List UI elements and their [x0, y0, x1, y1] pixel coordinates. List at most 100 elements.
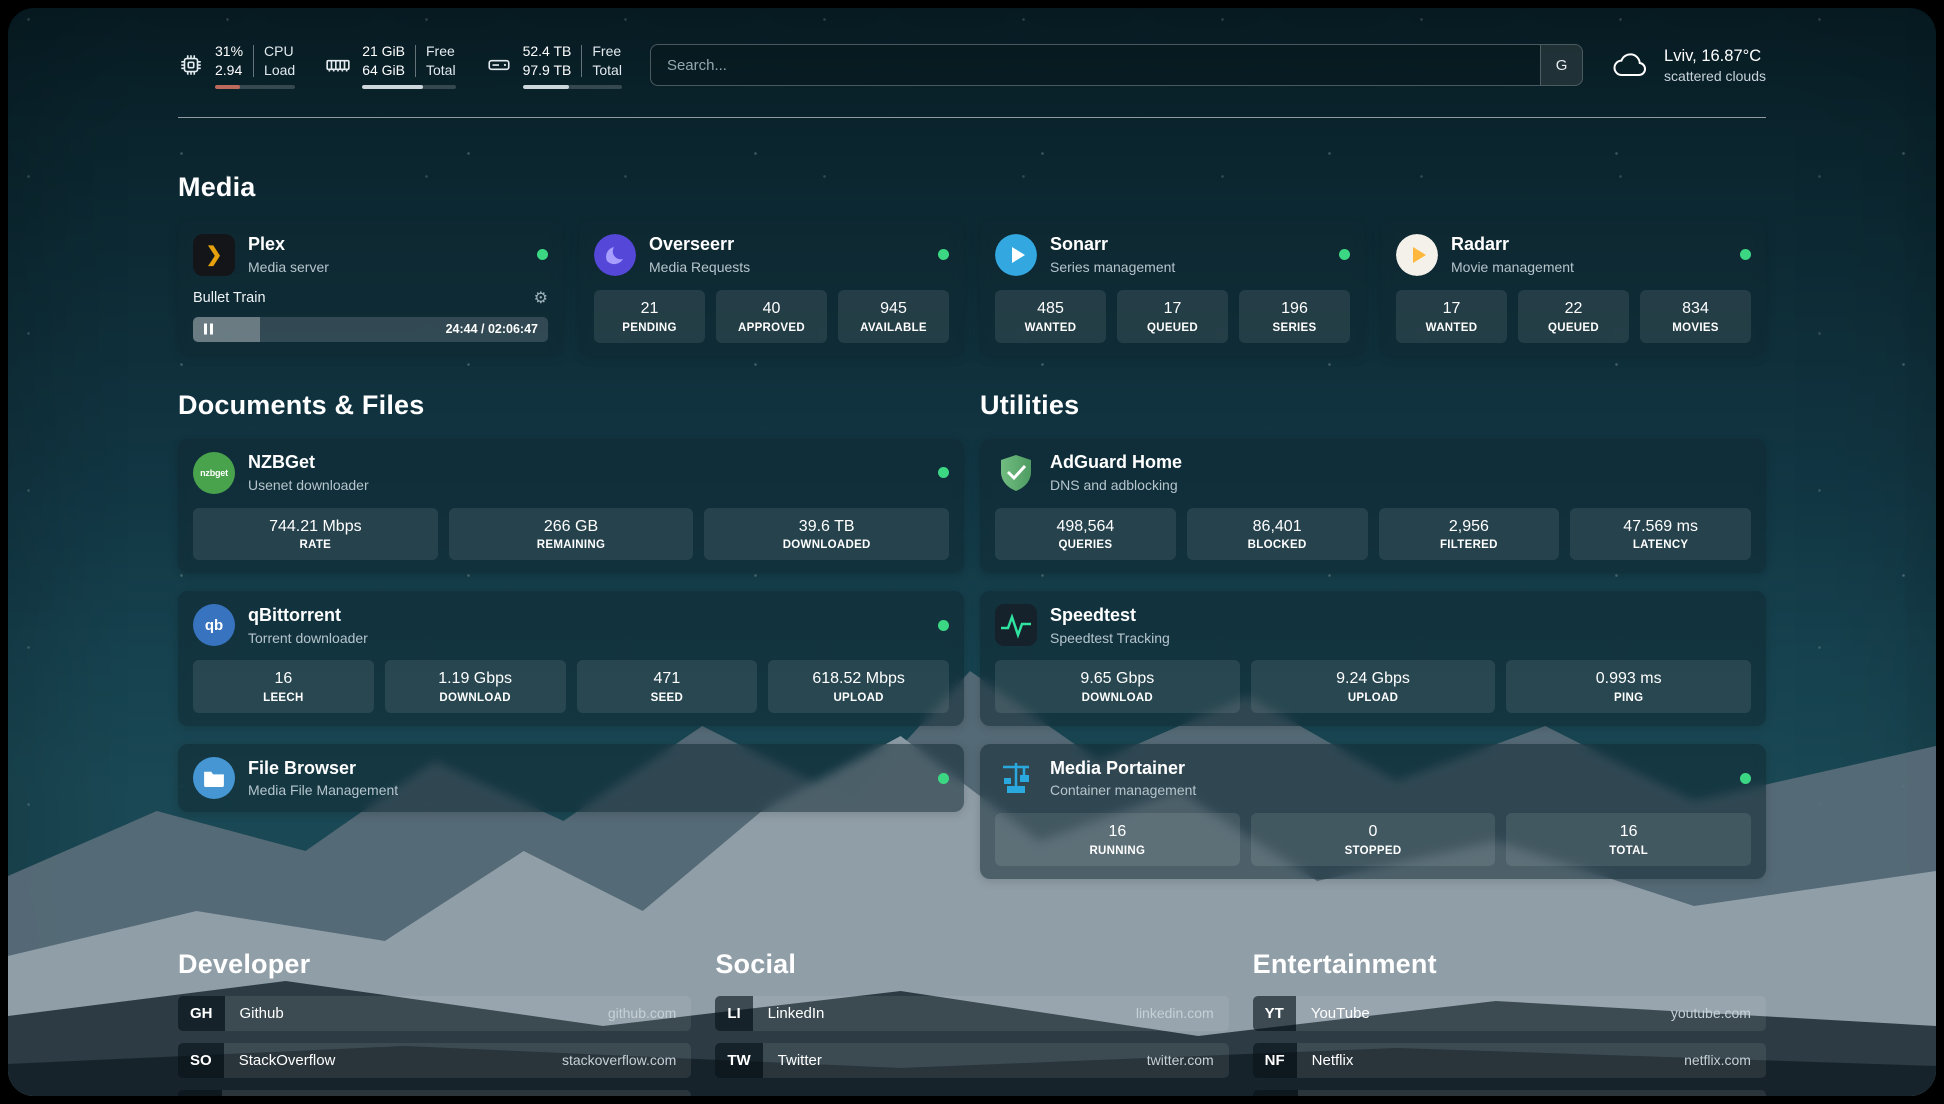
bookmark-url: netflix.com — [1684, 1052, 1751, 1069]
status-dot — [537, 249, 548, 261]
stat-filtered: 2,956 FILTERED — [1378, 507, 1560, 561]
bookmarks-social: Social LI LinkedIn linkedin.com TW Twitte… — [715, 949, 1229, 1078]
bookmark-url: twitter.com — [1146, 1052, 1214, 1069]
pause-icon[interactable] — [202, 323, 214, 335]
bookmark-abbr: LI — [715, 995, 753, 1031]
weather-location: Lviv, 16.87°C — [1664, 46, 1762, 65]
cpu-icon — [178, 52, 204, 78]
bookmark-github[interactable]: GH Github github.com — [178, 995, 692, 1031]
memory-stat: 21 GiB 64 GiB Free Total — [325, 42, 456, 89]
bookmark-abbr: RE — [1252, 1089, 1298, 1096]
service-description: Movie management — [1451, 259, 1574, 276]
stat-leech: 16 LEECH — [193, 660, 374, 714]
stat-blocked: 86,401 BLOCKED — [1186, 507, 1368, 561]
divider — [415, 44, 416, 77]
status-dot — [938, 249, 949, 261]
disk-icon — [486, 52, 512, 78]
status-dot — [1740, 772, 1751, 784]
memory-free-value: 21 GiB — [362, 43, 405, 59]
service-card-qbittorrent[interactable]: qb qBittorrent Torrent downloader 16 LEEC… — [178, 591, 964, 727]
cpu-load-value: 2.94 — [215, 61, 243, 78]
section-utilities: Utilities AdGuard Home DNS and adblockin… — [980, 390, 1766, 879]
section-title-utilities: Utilities — [980, 389, 1080, 420]
service-card-filebrowser[interactable]: File Browser Media File Management — [178, 744, 964, 813]
disk-free-label: Free — [592, 43, 622, 59]
service-card-overseerr[interactable]: Overseerr Media Requests 21 PENDING 40 APP… — [579, 220, 964, 356]
search-provider-button[interactable]: G — [1540, 45, 1583, 86]
status-dot — [938, 619, 949, 631]
stat-available: 945 AVAILABLE — [838, 289, 949, 343]
section-title-media: Media — [178, 171, 256, 202]
bookmark-name: Netflix — [1311, 1051, 1354, 1069]
bookmark-dev[interactable]: DT DEVdev.to — [178, 1089, 692, 1096]
gear-icon[interactable]: ⚙ — [533, 289, 548, 307]
cpu-label: CPU — [264, 43, 294, 59]
playback-time: 24:44 / 02:06:47 — [445, 321, 538, 336]
weather-widget[interactable]: Lviv, 16.87°C scattered clouds — [1611, 47, 1766, 84]
stat-queued: 22 QUEUED — [1518, 289, 1629, 343]
service-name: AdGuard Home — [1050, 452, 1183, 473]
service-card-portainer[interactable]: Media Portainer Container management 16 R… — [980, 744, 1766, 879]
service-name: File Browser — [248, 757, 357, 778]
stat-upload: 618.52 Mbps UPLOAD — [768, 660, 949, 714]
bookmark-url: stackoverflow.com — [561, 1052, 677, 1069]
bookmark-abbr: TW — [715, 1042, 763, 1078]
cpu-stat: 31% 2.94 CPU Load — [178, 42, 296, 89]
service-description: Media File Management — [248, 782, 399, 799]
bookmark-abbr: YT — [1252, 995, 1296, 1031]
service-card-plex[interactable]: ❯ Plex Media server Bullet Train ⚙ — [178, 220, 563, 355]
bookmark-youtube[interactable]: YT YouTube youtube.com — [1252, 995, 1766, 1031]
service-card-adguard[interactable]: AdGuard Home DNS and adblocking 498,564 Q… — [980, 438, 1766, 574]
disk-usage-bar — [522, 84, 622, 89]
stat-remaining: 266 GB REMAINING — [448, 507, 694, 561]
filebrowser-icon — [193, 757, 235, 800]
bookmark-netflix[interactable]: NF Netflix netflix.com — [1252, 1042, 1766, 1078]
stat-wanted: 17 WANTED — [1396, 289, 1507, 343]
weather-condition: scattered clouds — [1664, 67, 1766, 84]
overseerr-icon — [594, 233, 636, 276]
dashboard-screen: 31% 2.94 CPU Load — [8, 8, 1936, 1096]
bookmark-abbr: DT — [178, 1089, 222, 1096]
service-card-speedtest[interactable]: Speedtest Speedtest Tracking 9.65 Gbps DO… — [980, 591, 1766, 727]
bookmark-name: StackOverflow — [238, 1051, 336, 1069]
status-dot — [1740, 249, 1751, 261]
cpu-load-label: Load — [264, 61, 296, 78]
service-card-radarr[interactable]: Radarr Movie management 17 WANTED 22 QUEUE… — [1381, 220, 1766, 356]
bookmark-name: Github — [239, 1004, 284, 1022]
section-media: Media ❯ Plex Media server Bullet Train ⚙ — [178, 172, 1766, 356]
service-card-nzbget[interactable]: nzbget NZBGet Usenet downloader 744.21 M… — [178, 438, 964, 574]
service-description: Speedtest Tracking — [1050, 629, 1170, 646]
stat-series: 196 SERIES — [1239, 289, 1350, 343]
disk-free-value: 52.4 TB — [522, 43, 572, 59]
service-description: Media server — [248, 259, 329, 276]
stat-approved: 40 APPROVED — [716, 289, 827, 343]
memory-total-label: Total — [426, 61, 456, 78]
section-title-developer: Developer — [178, 948, 311, 979]
status-dot — [938, 772, 949, 784]
bookmark-url: linkedin.com — [1135, 1005, 1214, 1022]
section-title-documents: Documents & Files — [178, 389, 425, 420]
adguard-icon — [995, 452, 1037, 494]
search-input[interactable] — [649, 44, 1584, 87]
stat-queued: 17 QUEUED — [1117, 289, 1228, 343]
bookmark-reddit[interactable]: RE Redditreddit.com — [1252, 1089, 1766, 1096]
service-name: qBittorrent — [248, 605, 341, 626]
sonarr-icon — [995, 233, 1037, 276]
bookmark-abbr: SO — [178, 1042, 224, 1078]
bookmark-linkedin[interactable]: LI LinkedIn linkedin.com — [715, 995, 1229, 1031]
bookmark-name: Twitter — [777, 1051, 822, 1069]
stat-stopped: 0 STOPPED — [1250, 813, 1496, 866]
service-description: Container management — [1050, 782, 1197, 799]
service-name: Media Portainer — [1050, 757, 1186, 778]
service-name: Radarr — [1451, 234, 1510, 255]
service-name: Sonarr — [1050, 234, 1109, 255]
bookmark-twitter[interactable]: TW Twitter twitter.com — [715, 1042, 1229, 1078]
bookmark-stackoverflow[interactable]: SO StackOverflow stackoverflow.com — [178, 1042, 692, 1078]
playback-progress-bar[interactable]: 24:44 / 02:06:47 — [193, 316, 548, 342]
stat-latency: 47.569 ms LATENCY — [1570, 507, 1751, 561]
memory-total-value: 64 GiB — [362, 61, 405, 78]
service-card-sonarr[interactable]: Sonarr Series management 485 WANTED 17 QUE… — [980, 220, 1365, 356]
bookmarks-entertainment: Entertainment YT YouTube youtube.com NF N… — [1252, 949, 1766, 1096]
divider — [581, 44, 583, 77]
stat-movies: 834 MOVIES — [1640, 289, 1751, 343]
